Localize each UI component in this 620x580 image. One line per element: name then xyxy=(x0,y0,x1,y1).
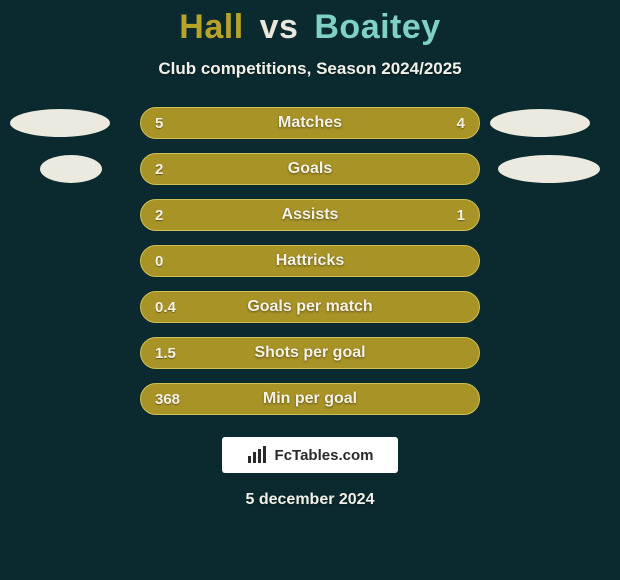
metric-row: 0.4 Goals per match xyxy=(0,291,620,323)
metric-value-right: 1 xyxy=(457,207,465,224)
title-vs: vs xyxy=(260,8,299,46)
metric-row: 2 Goals xyxy=(0,153,620,185)
metric-bar: 0 Hattricks xyxy=(140,245,480,277)
decorative-blob xyxy=(40,155,102,183)
metric-value-left: 2 xyxy=(155,161,163,178)
metric-value-left: 1.5 xyxy=(155,345,176,362)
metric-bar: 2 Assists 1 xyxy=(140,199,480,231)
metric-bar: 0.4 Goals per match xyxy=(140,291,480,323)
metric-row: 368 Min per goal xyxy=(0,383,620,415)
decorative-blob xyxy=(10,109,110,137)
metric-label: Goals per match xyxy=(247,298,372,316)
subtitle: Club competitions, Season 2024/2025 xyxy=(0,59,620,79)
metric-label: Min per goal xyxy=(263,390,357,408)
metric-value-left: 368 xyxy=(155,391,180,408)
metric-bar: 5 Matches 4 xyxy=(140,107,480,139)
metric-label: Assists xyxy=(282,206,339,224)
metric-value-left: 2 xyxy=(155,207,163,224)
metric-row: 0 Hattricks xyxy=(0,245,620,277)
logo-text: FcTables.com xyxy=(275,447,374,464)
player1-name: Hall xyxy=(179,8,243,46)
player2-name: Boaitey xyxy=(314,8,440,46)
logo-badge: FcTables.com xyxy=(222,437,398,473)
metric-bar: 1.5 Shots per goal xyxy=(140,337,480,369)
metric-label: Hattricks xyxy=(276,252,344,270)
metric-label: Goals xyxy=(288,160,332,178)
decorative-blob xyxy=(498,155,600,183)
metric-bar: 368 Min per goal xyxy=(140,383,480,415)
metric-label: Matches xyxy=(278,114,342,132)
metric-row: 1.5 Shots per goal xyxy=(0,337,620,369)
metric-value-left: 0 xyxy=(155,253,163,270)
page-title: Hall vs Boaitey xyxy=(0,8,620,47)
metric-bar: 2 Goals xyxy=(140,153,480,185)
metric-value-left: 0.4 xyxy=(155,299,176,316)
comparison-card: Hall vs Boaitey Club competitions, Seaso… xyxy=(0,0,620,580)
metric-row: 5 Matches 4 xyxy=(0,107,620,139)
date-text: 5 december 2024 xyxy=(0,491,620,509)
bars-icon xyxy=(247,446,269,464)
metric-value-left: 5 xyxy=(155,115,163,132)
metric-value-right: 4 xyxy=(457,115,465,132)
decorative-blob xyxy=(490,109,590,137)
metric-row: 2 Assists 1 xyxy=(0,199,620,231)
metric-label: Shots per goal xyxy=(254,344,365,362)
metrics-list: 5 Matches 4 2 Goals 2 Assists 1 0 Hattricks 0.4 Goa… xyxy=(0,107,620,415)
